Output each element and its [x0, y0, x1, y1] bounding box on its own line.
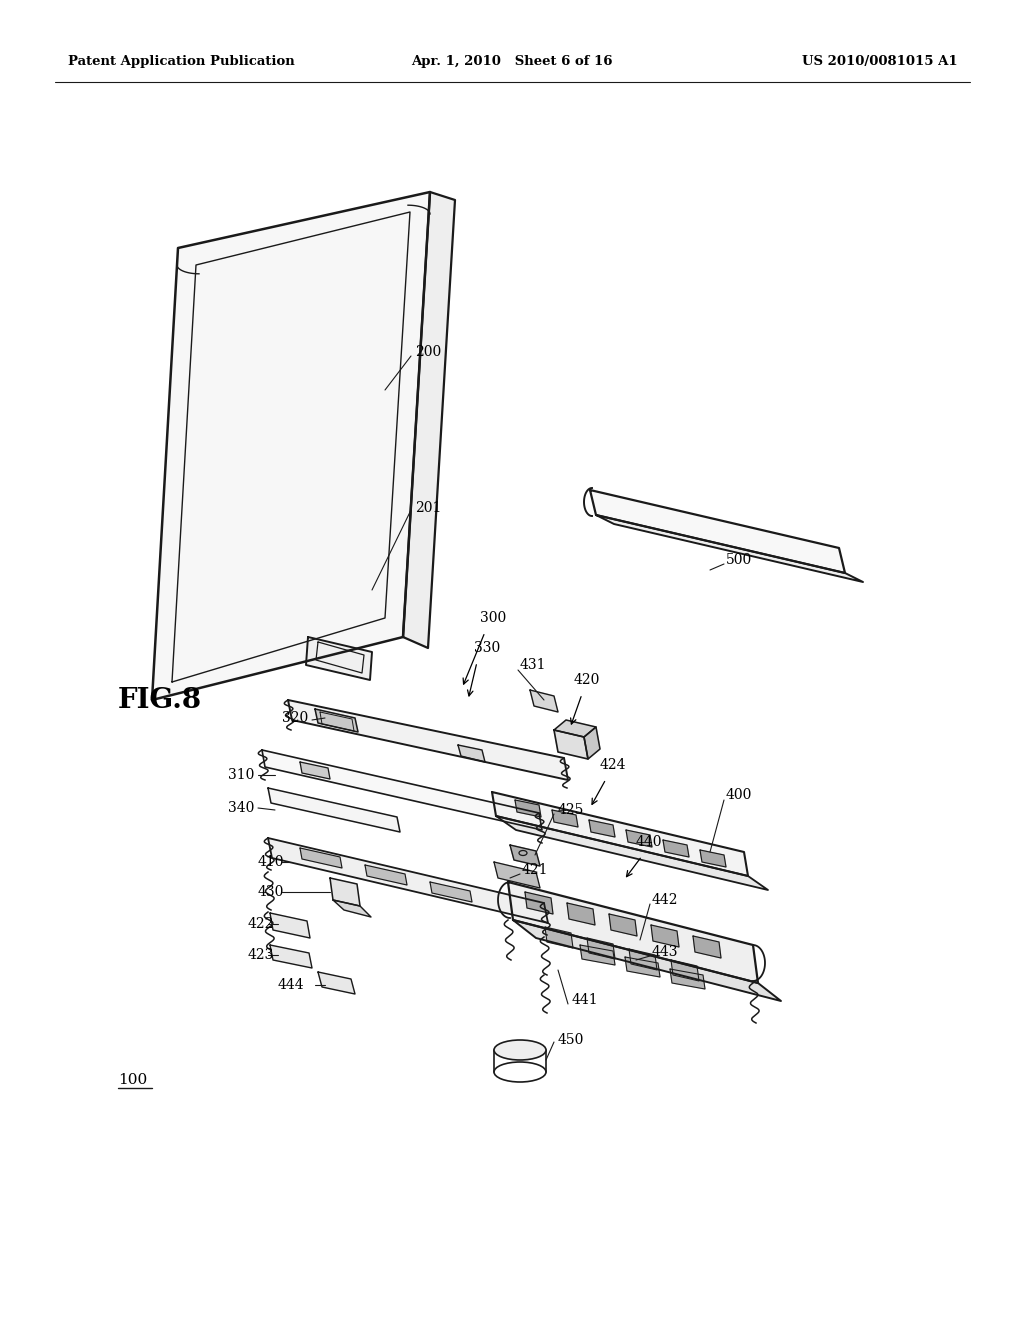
Polygon shape [625, 957, 660, 977]
Polygon shape [587, 939, 615, 960]
Text: 441: 441 [572, 993, 599, 1007]
Polygon shape [318, 972, 355, 994]
Polygon shape [300, 847, 342, 869]
Polygon shape [333, 900, 371, 917]
Text: US 2010/0081015 A1: US 2010/0081015 A1 [803, 55, 958, 69]
Text: 201: 201 [415, 502, 441, 515]
Polygon shape [496, 816, 768, 890]
Text: 424: 424 [600, 758, 627, 772]
Polygon shape [552, 810, 578, 828]
Text: 330: 330 [474, 642, 501, 655]
Polygon shape [545, 927, 573, 948]
Text: 100: 100 [118, 1073, 147, 1086]
Text: 440: 440 [636, 836, 663, 849]
Polygon shape [458, 744, 485, 762]
Text: 200: 200 [415, 345, 441, 359]
Polygon shape [262, 750, 542, 830]
Polygon shape [584, 727, 600, 759]
Polygon shape [365, 865, 407, 884]
Polygon shape [330, 878, 360, 906]
Text: 431: 431 [520, 657, 547, 672]
Polygon shape [671, 960, 699, 981]
Polygon shape [700, 850, 726, 867]
Text: 421: 421 [522, 863, 549, 876]
Text: FIG.8: FIG.8 [118, 686, 202, 714]
Polygon shape [590, 490, 845, 573]
Polygon shape [525, 892, 553, 913]
Text: 300: 300 [480, 611, 506, 624]
Text: Apr. 1, 2010   Sheet 6 of 16: Apr. 1, 2010 Sheet 6 of 16 [412, 55, 612, 69]
Polygon shape [315, 709, 358, 733]
Polygon shape [494, 862, 540, 888]
Polygon shape [609, 913, 637, 936]
Text: 400: 400 [726, 788, 753, 803]
Text: 320: 320 [282, 711, 308, 725]
Polygon shape [513, 920, 781, 1001]
Polygon shape [270, 945, 312, 968]
Polygon shape [288, 700, 568, 780]
Polygon shape [554, 719, 596, 737]
Text: 425: 425 [558, 803, 585, 817]
Polygon shape [300, 762, 330, 779]
Polygon shape [268, 788, 400, 832]
Polygon shape [580, 945, 615, 965]
Text: 310: 310 [228, 768, 254, 781]
Polygon shape [670, 969, 705, 989]
Text: 420: 420 [574, 673, 600, 686]
Polygon shape [663, 840, 689, 857]
Polygon shape [492, 792, 748, 876]
Polygon shape [629, 949, 657, 970]
Polygon shape [567, 903, 595, 925]
Polygon shape [306, 638, 372, 680]
Polygon shape [152, 191, 430, 700]
Text: 410: 410 [258, 855, 285, 869]
Text: 443: 443 [652, 945, 679, 960]
Polygon shape [651, 925, 679, 946]
Polygon shape [515, 800, 541, 817]
Polygon shape [530, 690, 558, 711]
Polygon shape [626, 830, 652, 847]
Text: 430: 430 [258, 884, 285, 899]
Text: 450: 450 [558, 1034, 585, 1047]
Text: 500: 500 [726, 553, 753, 568]
Text: 442: 442 [652, 894, 679, 907]
Polygon shape [510, 845, 540, 866]
Polygon shape [430, 882, 472, 902]
Polygon shape [268, 838, 548, 923]
Polygon shape [589, 820, 615, 837]
Text: 444: 444 [278, 978, 304, 993]
Text: 422: 422 [248, 917, 274, 931]
Polygon shape [554, 730, 588, 759]
Ellipse shape [494, 1040, 546, 1060]
Polygon shape [596, 515, 863, 582]
Polygon shape [508, 882, 758, 983]
Polygon shape [403, 191, 455, 648]
Polygon shape [270, 913, 310, 939]
Text: Patent Application Publication: Patent Application Publication [68, 55, 295, 69]
Polygon shape [693, 936, 721, 958]
Text: 423: 423 [248, 948, 274, 962]
Text: 340: 340 [228, 801, 254, 814]
